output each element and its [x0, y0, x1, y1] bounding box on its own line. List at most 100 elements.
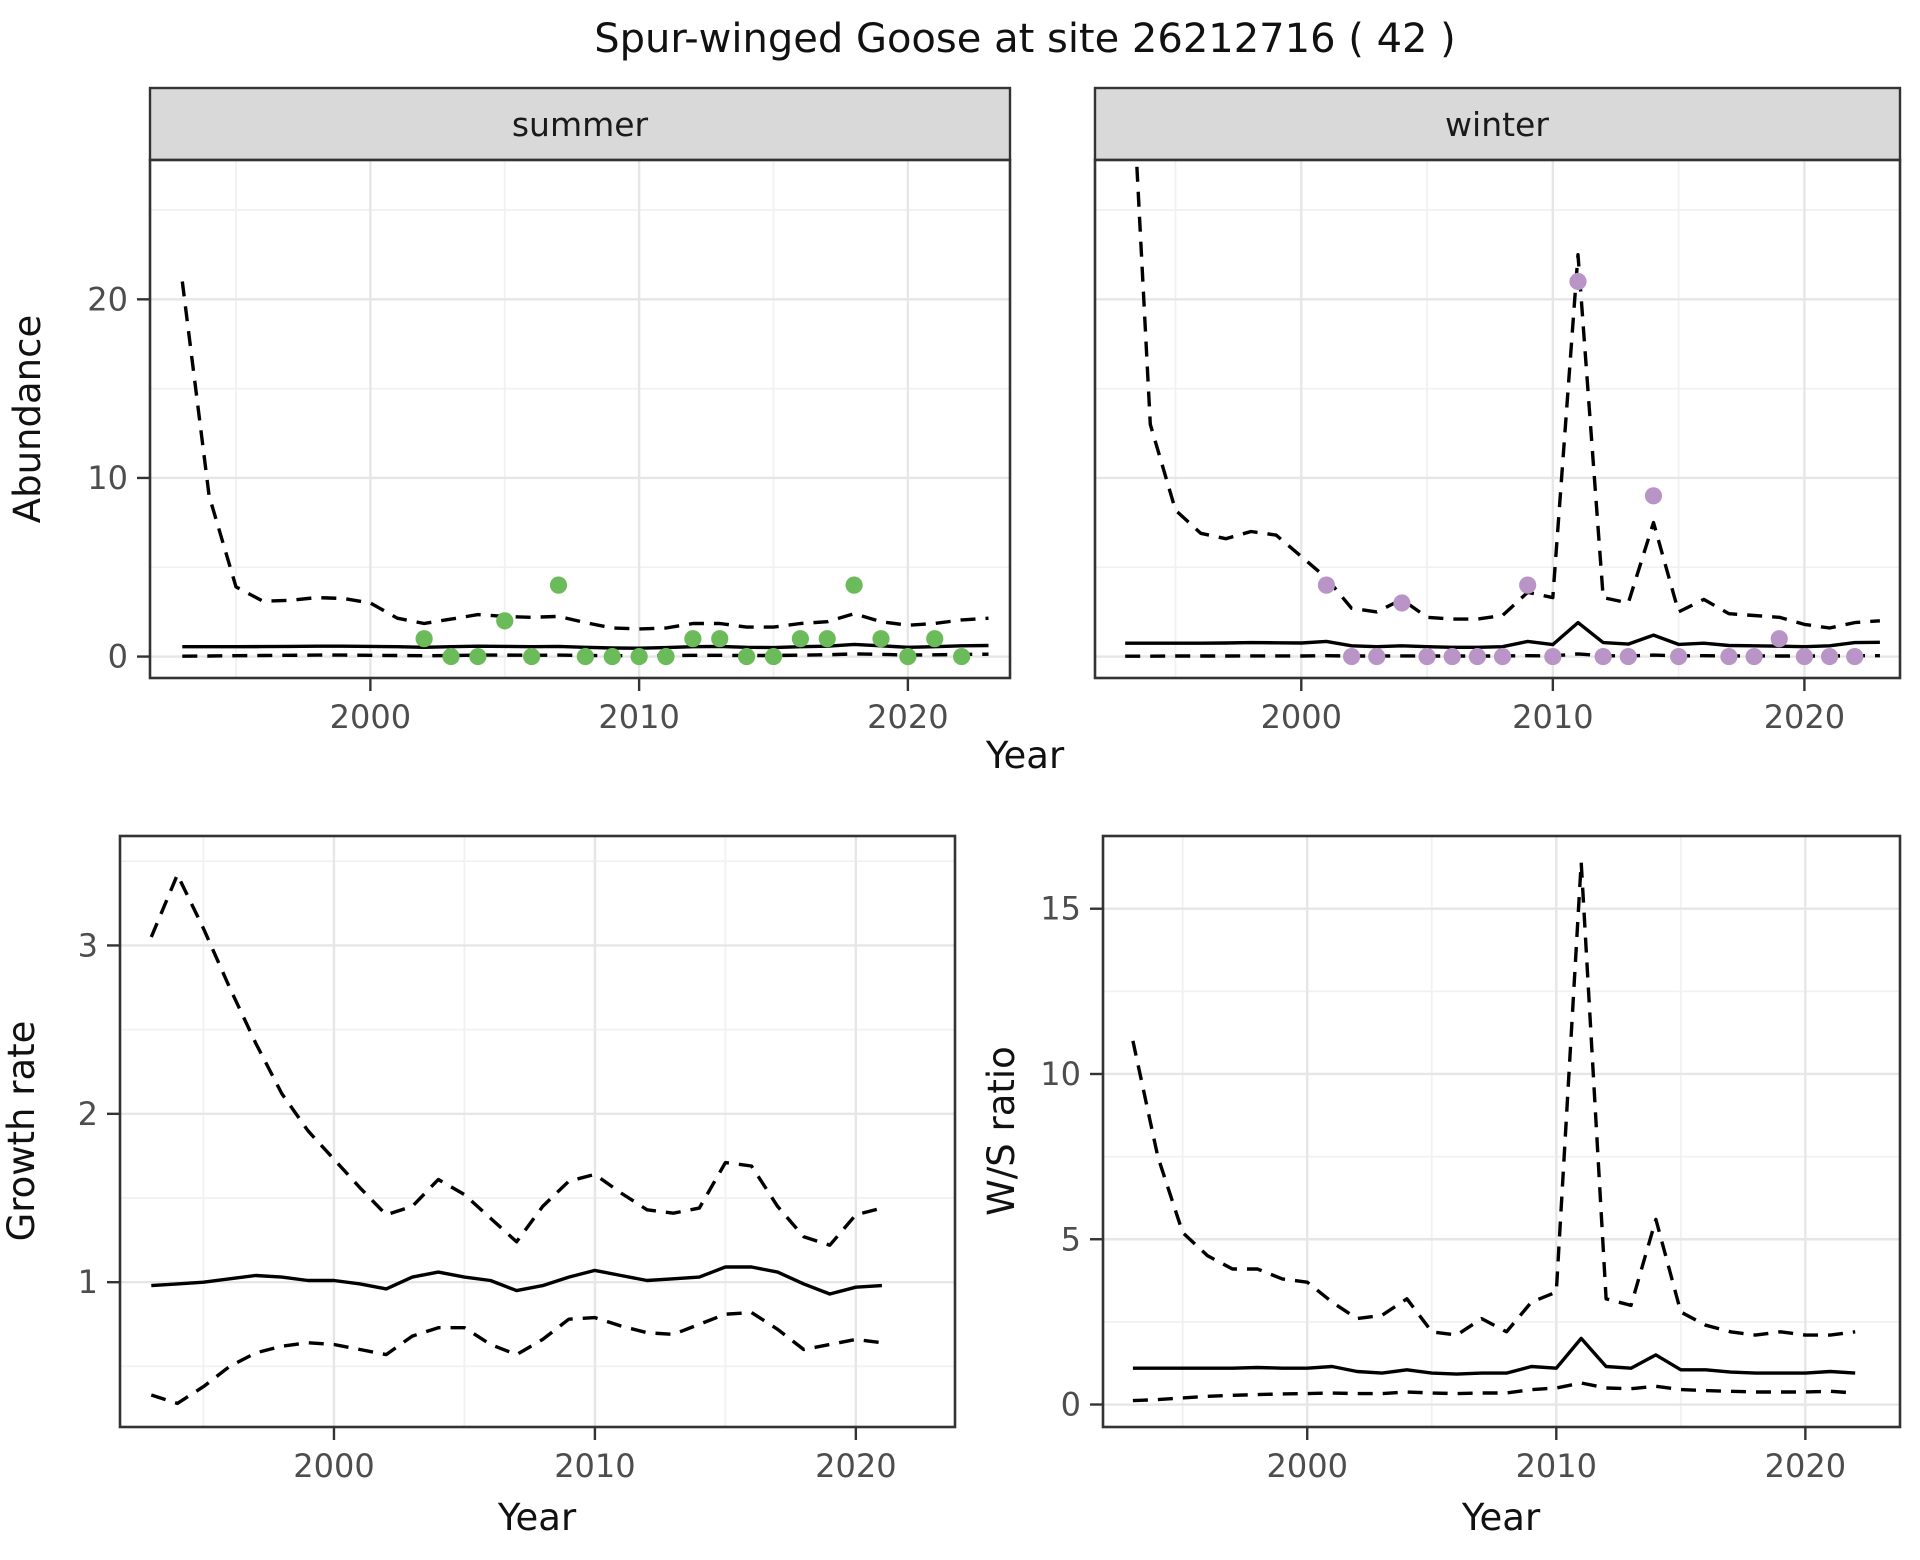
panel-abundance-winter: 2000 2010 2020 [1093, 158, 1902, 736]
data-point [603, 647, 621, 666]
data-point [1644, 487, 1663, 505]
data-point [1317, 576, 1336, 594]
panel-border [1101, 834, 1902, 1429]
data-point [442, 647, 460, 666]
upper-ci-line [149, 873, 883, 1247]
y-tick-label: 1 [78, 1263, 98, 1301]
y-axis-title-growth-rate: Growth rate [0, 1021, 43, 1242]
x-tick-label: 2010 [1516, 1447, 1597, 1485]
data-point [818, 630, 836, 648]
x-tick-label: 2000 [1261, 698, 1342, 736]
plot-area [1131, 860, 1856, 1403]
y-tick-label: 10 [87, 459, 128, 497]
y-tick-label: 3 [78, 926, 98, 964]
panel-border [118, 834, 957, 1429]
plot-area [149, 873, 883, 1406]
data-point [630, 647, 648, 666]
panel-background [120, 836, 955, 1427]
y-tick-label: 10 [1040, 1055, 1081, 1093]
panel-abundance-summer: 2000 2010 2020 0 10 20 [87, 158, 1012, 736]
data-point [1619, 647, 1637, 666]
x-tick-label: 2020 [1764, 698, 1845, 736]
x-tick-label: 2010 [1512, 698, 1593, 736]
data-point [791, 630, 809, 648]
strip-bg-winter [1093, 86, 1902, 162]
panel-background [150, 160, 1010, 678]
fit-line [151, 1265, 883, 1296]
fit-line [1132, 1336, 1856, 1376]
data-point [1468, 647, 1486, 666]
fit-line [1125, 620, 1880, 649]
panel-ws-ratio: 2000 2010 2020 0 5 10 15 [1040, 834, 1902, 1485]
strip-label-winter: winter [1445, 105, 1549, 144]
data-point [415, 630, 433, 648]
data-point [711, 630, 729, 648]
x-axis-title-year-top: Year [985, 734, 1065, 777]
data-point [1820, 647, 1839, 666]
y-tick-label: 5 [1061, 1220, 1081, 1258]
y-axis-title-ws-ratio: W/S ratio [980, 1046, 1023, 1216]
strip-bg-summer [148, 86, 1012, 162]
x-axis-title-year-bottom-left: Year [497, 1496, 577, 1539]
x-axis-title-year-bottom-right: Year [1461, 1496, 1541, 1539]
data-point [1745, 647, 1763, 666]
data-point [1720, 647, 1738, 666]
data-point [1544, 647, 1562, 666]
x-tick-label: 2010 [598, 698, 679, 736]
panel-growth-rate: 2000 2010 2020 1 2 3 [78, 834, 957, 1485]
fit-line [182, 642, 989, 650]
data-point [1770, 630, 1788, 648]
lower-ci-line [150, 1310, 883, 1406]
panel-background [1103, 836, 1900, 1427]
data-point [953, 647, 971, 666]
data-point [872, 630, 890, 648]
data-point [1493, 647, 1512, 666]
y-tick-label: 15 [1040, 890, 1081, 928]
y-axis-title-abundance: Abundance [6, 315, 49, 523]
data-point [549, 576, 568, 594]
x-tick-label: 2010 [554, 1447, 635, 1485]
data-point [845, 576, 863, 594]
data-point [576, 647, 594, 666]
plot-area [180, 281, 989, 666]
data-point [899, 647, 917, 666]
y-tick-label: 0 [108, 638, 128, 676]
chart-title: Spur-winged Goose at site 26212716 ( 42 … [594, 16, 1456, 62]
data-point [1795, 647, 1814, 666]
upper-ci-line [1134, 160, 1881, 630]
data-point [1594, 647, 1612, 666]
y-tick-label: 2 [78, 1095, 98, 1133]
data-point [684, 630, 702, 648]
x-tick-label: 2020 [1765, 1447, 1846, 1485]
facet-strip-summer: summer [148, 86, 1012, 162]
data-point [469, 647, 487, 666]
data-point [1342, 647, 1361, 666]
upper-ci-line [1131, 860, 1856, 1337]
data-point [1519, 576, 1537, 594]
x-tick-label: 2000 [293, 1447, 374, 1485]
y-tick-label: 0 [1061, 1386, 1081, 1424]
strip-label-summer: summer [512, 105, 649, 144]
data-point [1846, 647, 1864, 666]
panel-border [1093, 158, 1902, 680]
x-tick-label: 2020 [815, 1447, 896, 1485]
data-point [926, 630, 944, 648]
panel-border [148, 158, 1012, 680]
data-point [657, 647, 675, 666]
panel-background [1095, 160, 1900, 678]
data-point [523, 647, 541, 666]
data-point [1569, 272, 1587, 291]
x-tick-label: 2020 [867, 698, 948, 736]
data-point [1670, 647, 1688, 666]
data-point [1393, 594, 1411, 612]
lower-ci-line [1132, 1381, 1856, 1403]
data-point [1368, 647, 1386, 666]
data-point [738, 647, 756, 666]
plot-area [1125, 160, 1881, 666]
data-point [1418, 647, 1436, 666]
x-tick-label: 2000 [330, 698, 411, 736]
facet-strip-winter: winter [1093, 86, 1902, 162]
y-tick-label: 20 [87, 280, 128, 318]
